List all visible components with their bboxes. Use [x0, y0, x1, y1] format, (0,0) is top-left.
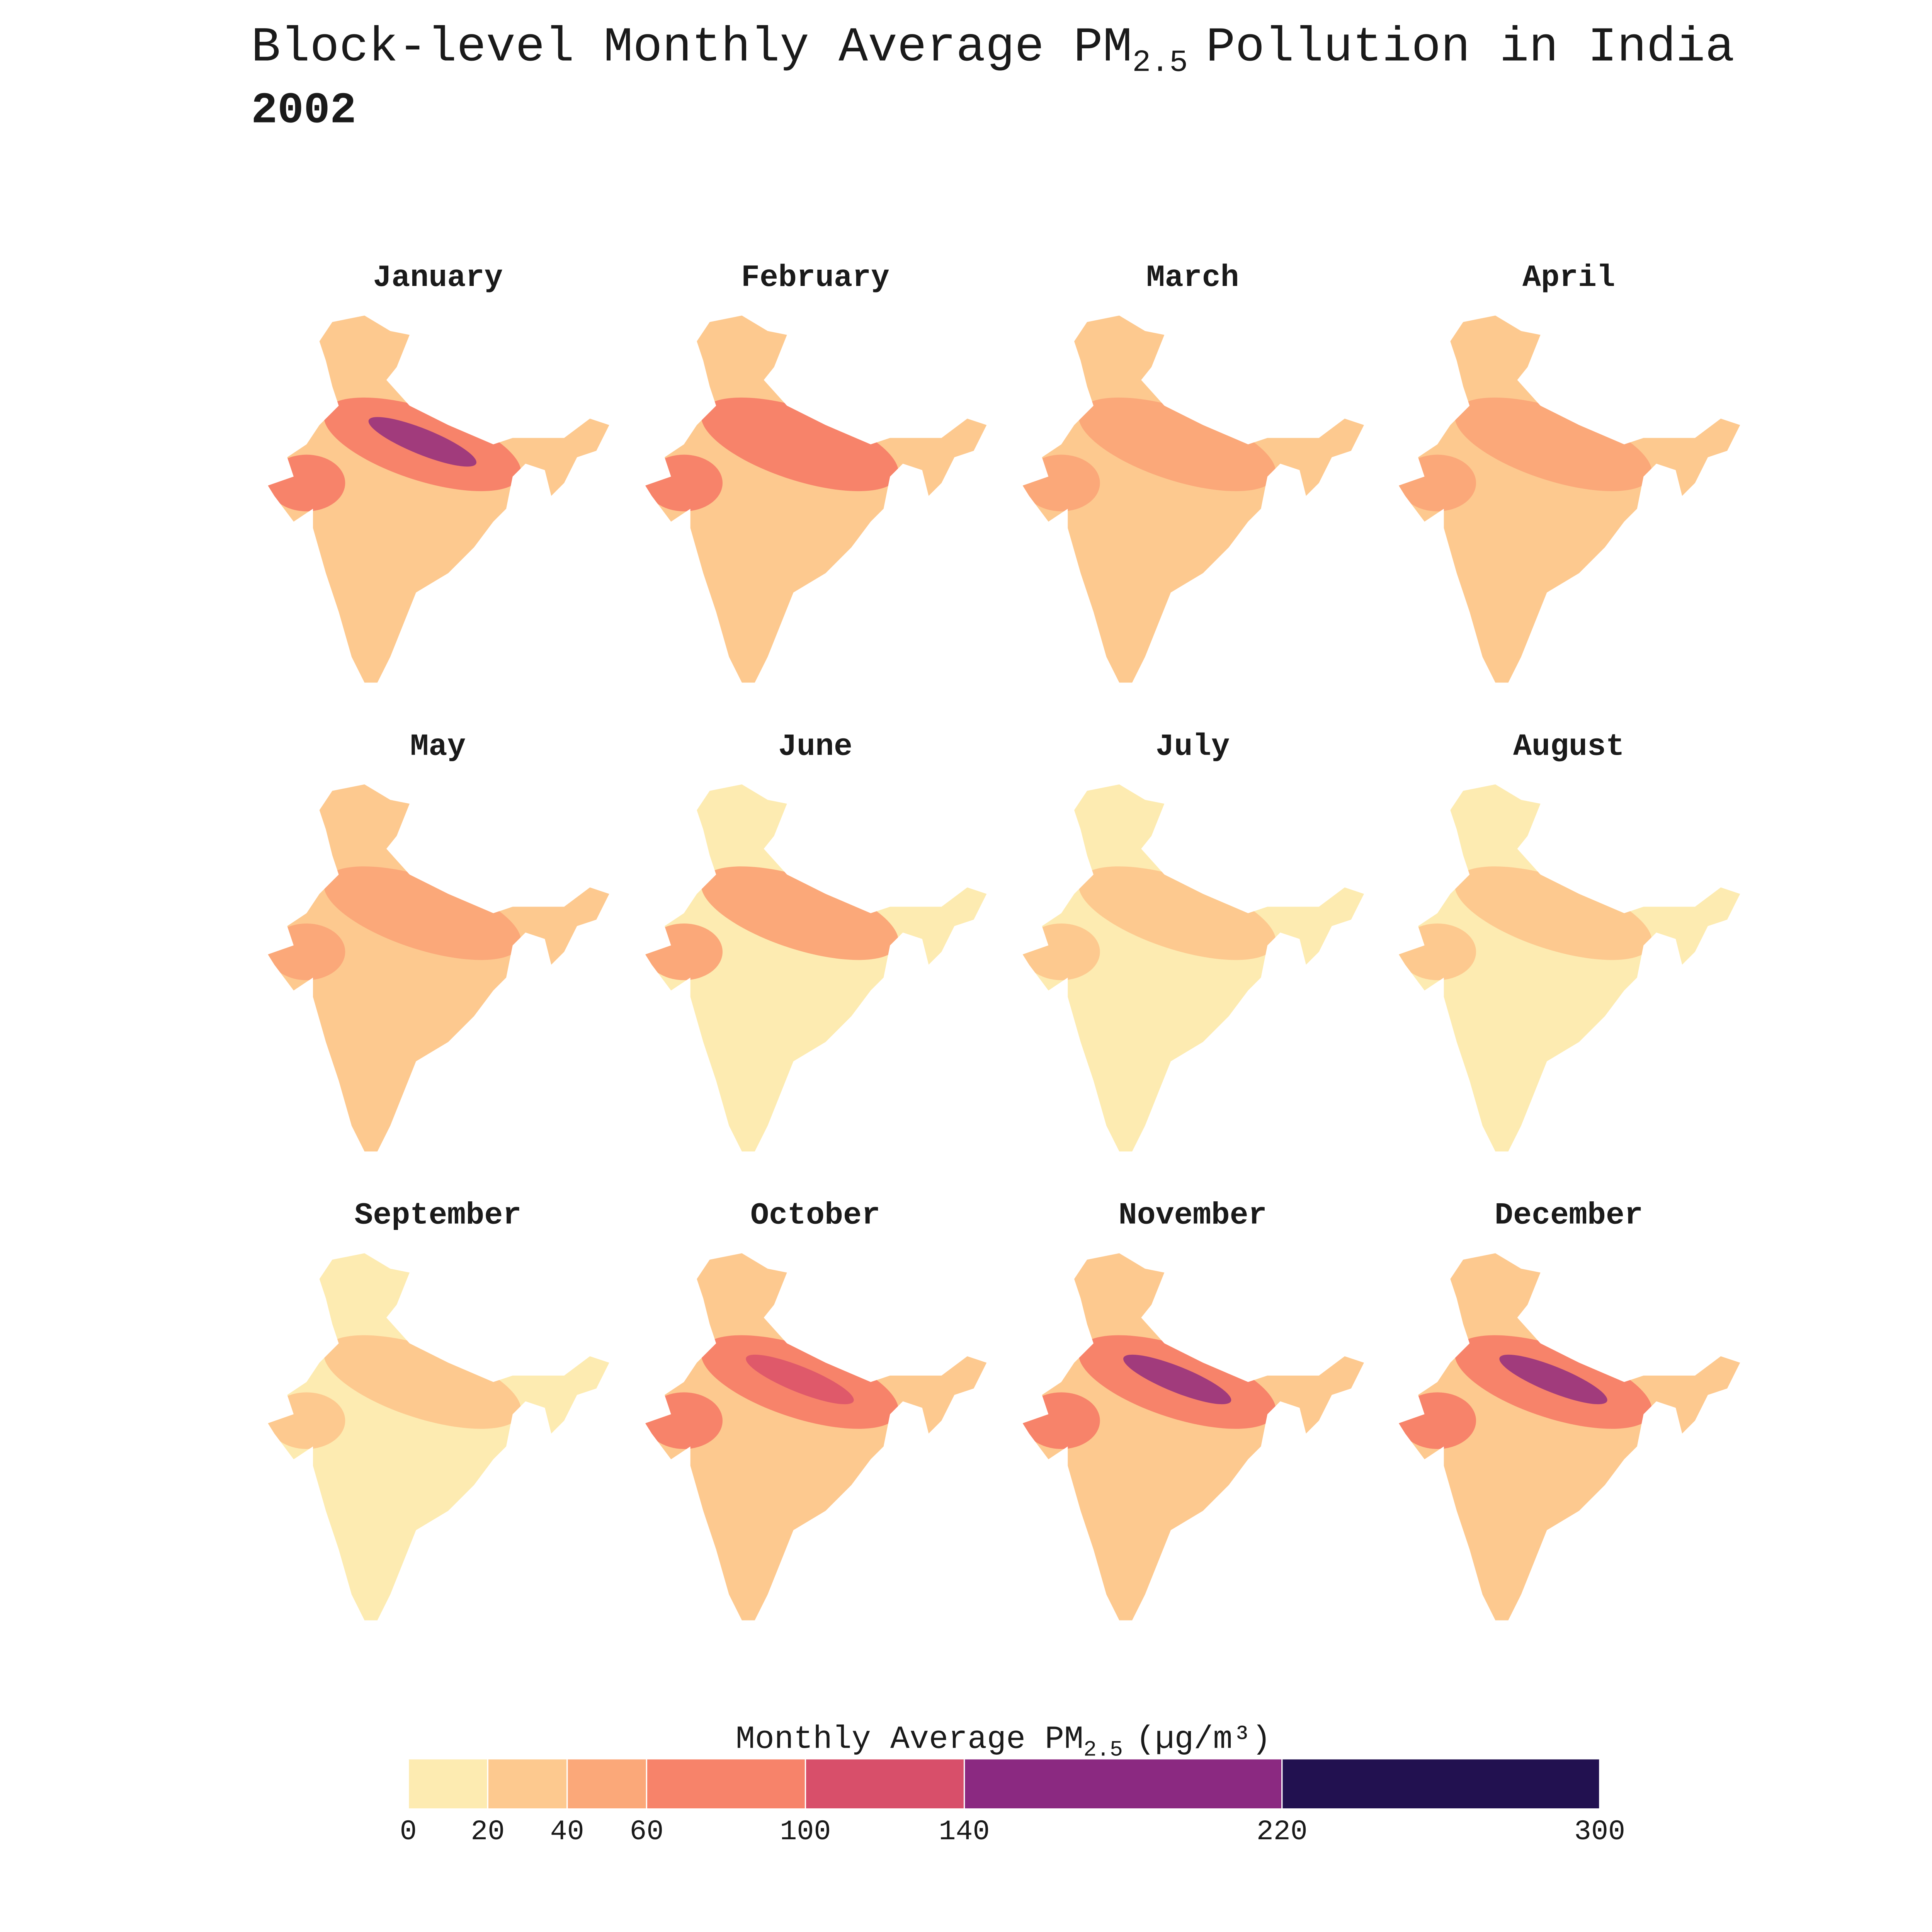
panel-title: May	[410, 729, 466, 764]
panel-title: December	[1495, 1198, 1643, 1233]
map	[268, 315, 609, 683]
polluted-region	[645, 923, 723, 980]
polluted-region	[1454, 397, 1652, 492]
map	[1022, 315, 1364, 683]
legend-tick-label: 20	[471, 1816, 505, 1848]
map	[645, 315, 987, 683]
legend-tick-label: 140	[939, 1816, 990, 1848]
polluted-region	[701, 397, 899, 492]
map	[268, 1253, 609, 1621]
polluted-region	[1078, 866, 1276, 960]
map	[1022, 1253, 1364, 1621]
polluted-region	[1399, 1392, 1476, 1449]
panel-title: January	[373, 260, 503, 296]
map	[1022, 784, 1364, 1151]
panel-title: August	[1513, 729, 1624, 764]
legend-tick-label: 300	[1574, 1816, 1625, 1848]
polluted-region	[1399, 454, 1476, 512]
legend-bin	[567, 1759, 647, 1808]
legend-bin	[646, 1759, 806, 1808]
legend-bin	[1282, 1759, 1600, 1808]
panel-title: June	[778, 729, 852, 764]
polluted-region	[645, 454, 723, 512]
polluted-region	[268, 923, 345, 980]
polluted-region	[324, 866, 521, 960]
map	[1399, 1253, 1740, 1621]
polluted-region	[1022, 923, 1100, 980]
polluted-region	[1078, 397, 1276, 492]
map	[645, 784, 987, 1151]
region-layer	[268, 397, 521, 512]
polluted-region	[1454, 866, 1652, 960]
legend-tick-label: 40	[550, 1816, 584, 1848]
hotspot	[1123, 1354, 1231, 1405]
legend-title-text: Monthly Average PM2.5 (µg/m³)	[736, 1721, 1271, 1762]
hotspot	[746, 1354, 854, 1405]
panel-title: July	[1156, 729, 1230, 764]
map	[268, 784, 609, 1151]
polluted-region	[324, 1335, 521, 1429]
legend-bin	[408, 1759, 488, 1808]
panel-title: September	[354, 1198, 521, 1233]
polluted-region	[1022, 454, 1100, 512]
title: Block-level Monthly Average PM2.5 Polluti…	[251, 20, 1735, 81]
hotspot	[368, 417, 476, 467]
polluted-region	[268, 1392, 345, 1449]
legend-bin	[805, 1759, 964, 1808]
title-subscript: 2.5	[1132, 45, 1188, 80]
title-text: Block-level Monthly Average PM	[251, 20, 1132, 76]
panel-title: March	[1146, 260, 1239, 296]
legend-tick-label: 60	[629, 1816, 663, 1848]
map	[1399, 784, 1740, 1151]
legend-title: Monthly Average PM2.5 (µg/m³)	[736, 1721, 1271, 1762]
polluted-region	[701, 866, 899, 960]
legend-title-subscript: 2.5	[1083, 1738, 1123, 1762]
polluted-region	[645, 1392, 723, 1449]
panel-title: October	[750, 1198, 880, 1233]
legend-bin	[488, 1759, 567, 1808]
legend-title-part: Monthly Average PM	[736, 1721, 1083, 1758]
map	[1399, 315, 1740, 683]
legend-tick-label: 220	[1257, 1816, 1308, 1848]
legend-tick-label: 0	[400, 1816, 417, 1848]
map	[645, 1253, 987, 1621]
polluted-region	[268, 454, 345, 512]
polluted-region	[1022, 1392, 1100, 1449]
legend-bin	[964, 1759, 1282, 1808]
subtitle: 2002	[251, 87, 356, 136]
polluted-region	[1399, 923, 1476, 980]
panel-title: November	[1119, 1198, 1267, 1233]
title-text: Pollution in India	[1206, 20, 1735, 76]
panel-title: April	[1522, 260, 1615, 296]
hotspot	[1499, 1354, 1607, 1405]
legend-tick-label: 100	[780, 1816, 831, 1848]
panel-title: February	[741, 260, 889, 296]
legend-title-part: (µg/m³)	[1136, 1721, 1271, 1758]
